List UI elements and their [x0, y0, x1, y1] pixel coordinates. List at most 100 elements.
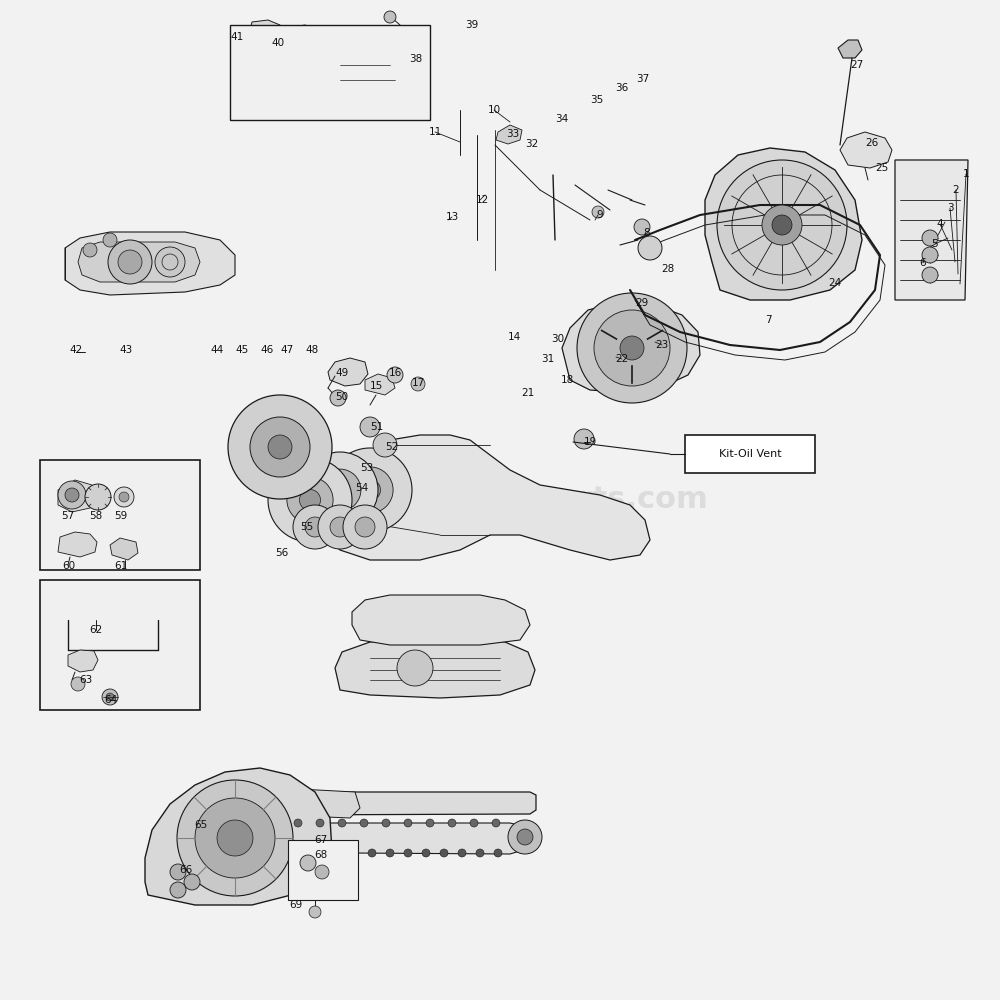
Text: 27: 27 [850, 60, 864, 70]
Circle shape [224, 849, 232, 857]
Circle shape [228, 395, 332, 499]
Circle shape [717, 160, 847, 290]
Text: 42: 42 [69, 345, 83, 355]
Polygon shape [325, 35, 410, 105]
Circle shape [397, 650, 433, 686]
Text: 29: 29 [635, 298, 649, 308]
Circle shape [106, 693, 114, 701]
Circle shape [332, 849, 340, 857]
Text: 21: 21 [521, 388, 535, 398]
Polygon shape [562, 302, 700, 392]
Text: 25: 25 [875, 163, 889, 173]
Circle shape [638, 236, 662, 260]
Text: 51: 51 [370, 422, 384, 432]
Text: 6: 6 [920, 258, 926, 268]
Text: 64: 64 [104, 695, 118, 705]
Text: 7: 7 [765, 315, 771, 325]
Polygon shape [838, 40, 862, 58]
Text: 48: 48 [305, 345, 319, 355]
Bar [40, 460, 200, 570]
Polygon shape [264, 792, 536, 815]
Circle shape [458, 849, 466, 857]
Text: 39: 39 [465, 20, 479, 30]
Circle shape [278, 849, 286, 857]
Text: 13: 13 [445, 212, 459, 222]
Text: 36: 36 [615, 83, 629, 93]
Circle shape [330, 481, 350, 499]
Circle shape [108, 240, 152, 284]
Circle shape [287, 477, 333, 523]
Text: 68: 68 [314, 850, 328, 860]
Circle shape [404, 849, 412, 857]
Circle shape [315, 865, 329, 879]
Circle shape [71, 677, 85, 691]
Circle shape [382, 819, 390, 827]
Polygon shape [58, 532, 97, 557]
Circle shape [343, 505, 387, 549]
Circle shape [338, 819, 346, 827]
Text: 54: 54 [355, 483, 369, 493]
Circle shape [114, 487, 134, 507]
Circle shape [305, 517, 325, 537]
Bar [685, 435, 815, 473]
Text: 47: 47 [280, 345, 294, 355]
Circle shape [83, 243, 97, 257]
Circle shape [228, 819, 236, 827]
Circle shape [268, 458, 352, 542]
Polygon shape [260, 788, 360, 818]
Circle shape [300, 489, 320, 510]
Circle shape [347, 467, 393, 513]
Circle shape [328, 448, 412, 532]
Text: 56: 56 [275, 548, 289, 558]
Circle shape [922, 267, 938, 283]
Text: 5: 5 [932, 239, 938, 249]
Circle shape [170, 882, 186, 898]
Text: 32: 32 [525, 139, 539, 149]
Circle shape [119, 492, 129, 502]
Circle shape [184, 874, 200, 890]
Circle shape [309, 906, 321, 918]
Circle shape [368, 849, 376, 857]
Text: 2: 2 [953, 185, 959, 195]
Circle shape [494, 849, 502, 857]
Circle shape [577, 293, 687, 403]
Text: 10: 10 [487, 105, 501, 115]
Text: 45: 45 [235, 345, 249, 355]
Circle shape [922, 247, 938, 263]
Polygon shape [58, 480, 98, 512]
Text: 50: 50 [335, 392, 349, 402]
Text: 33: 33 [506, 129, 520, 139]
Text: 28: 28 [661, 264, 675, 274]
Circle shape [592, 206, 604, 218]
Text: 35: 35 [590, 95, 604, 105]
Text: 57: 57 [61, 511, 75, 521]
Text: Kit-Oil Vent: Kit-Oil Vent [719, 449, 781, 459]
Circle shape [440, 849, 448, 857]
Circle shape [476, 849, 484, 857]
Text: 63: 63 [79, 675, 93, 685]
Text: 30: 30 [551, 334, 565, 344]
Polygon shape [145, 768, 332, 905]
Text: 49: 49 [335, 368, 349, 378]
Text: 15: 15 [369, 381, 383, 391]
Text: 34: 34 [555, 114, 569, 124]
Text: 11: 11 [428, 127, 442, 137]
Text: 1: 1 [963, 169, 969, 179]
Text: eReplacementParts.com: eReplacementParts.com [292, 486, 708, 514]
Text: 23: 23 [655, 340, 669, 350]
Circle shape [250, 417, 310, 477]
Circle shape [411, 377, 425, 391]
Circle shape [260, 849, 268, 857]
Circle shape [470, 819, 478, 827]
Polygon shape [248, 32, 268, 43]
Circle shape [177, 780, 293, 896]
Circle shape [118, 250, 142, 274]
Polygon shape [320, 435, 650, 560]
Circle shape [355, 517, 375, 537]
Circle shape [65, 488, 79, 502]
Circle shape [58, 481, 86, 509]
Circle shape [302, 452, 378, 528]
Text: 4: 4 [937, 219, 943, 229]
Circle shape [170, 864, 186, 880]
Text: 12: 12 [475, 195, 489, 205]
